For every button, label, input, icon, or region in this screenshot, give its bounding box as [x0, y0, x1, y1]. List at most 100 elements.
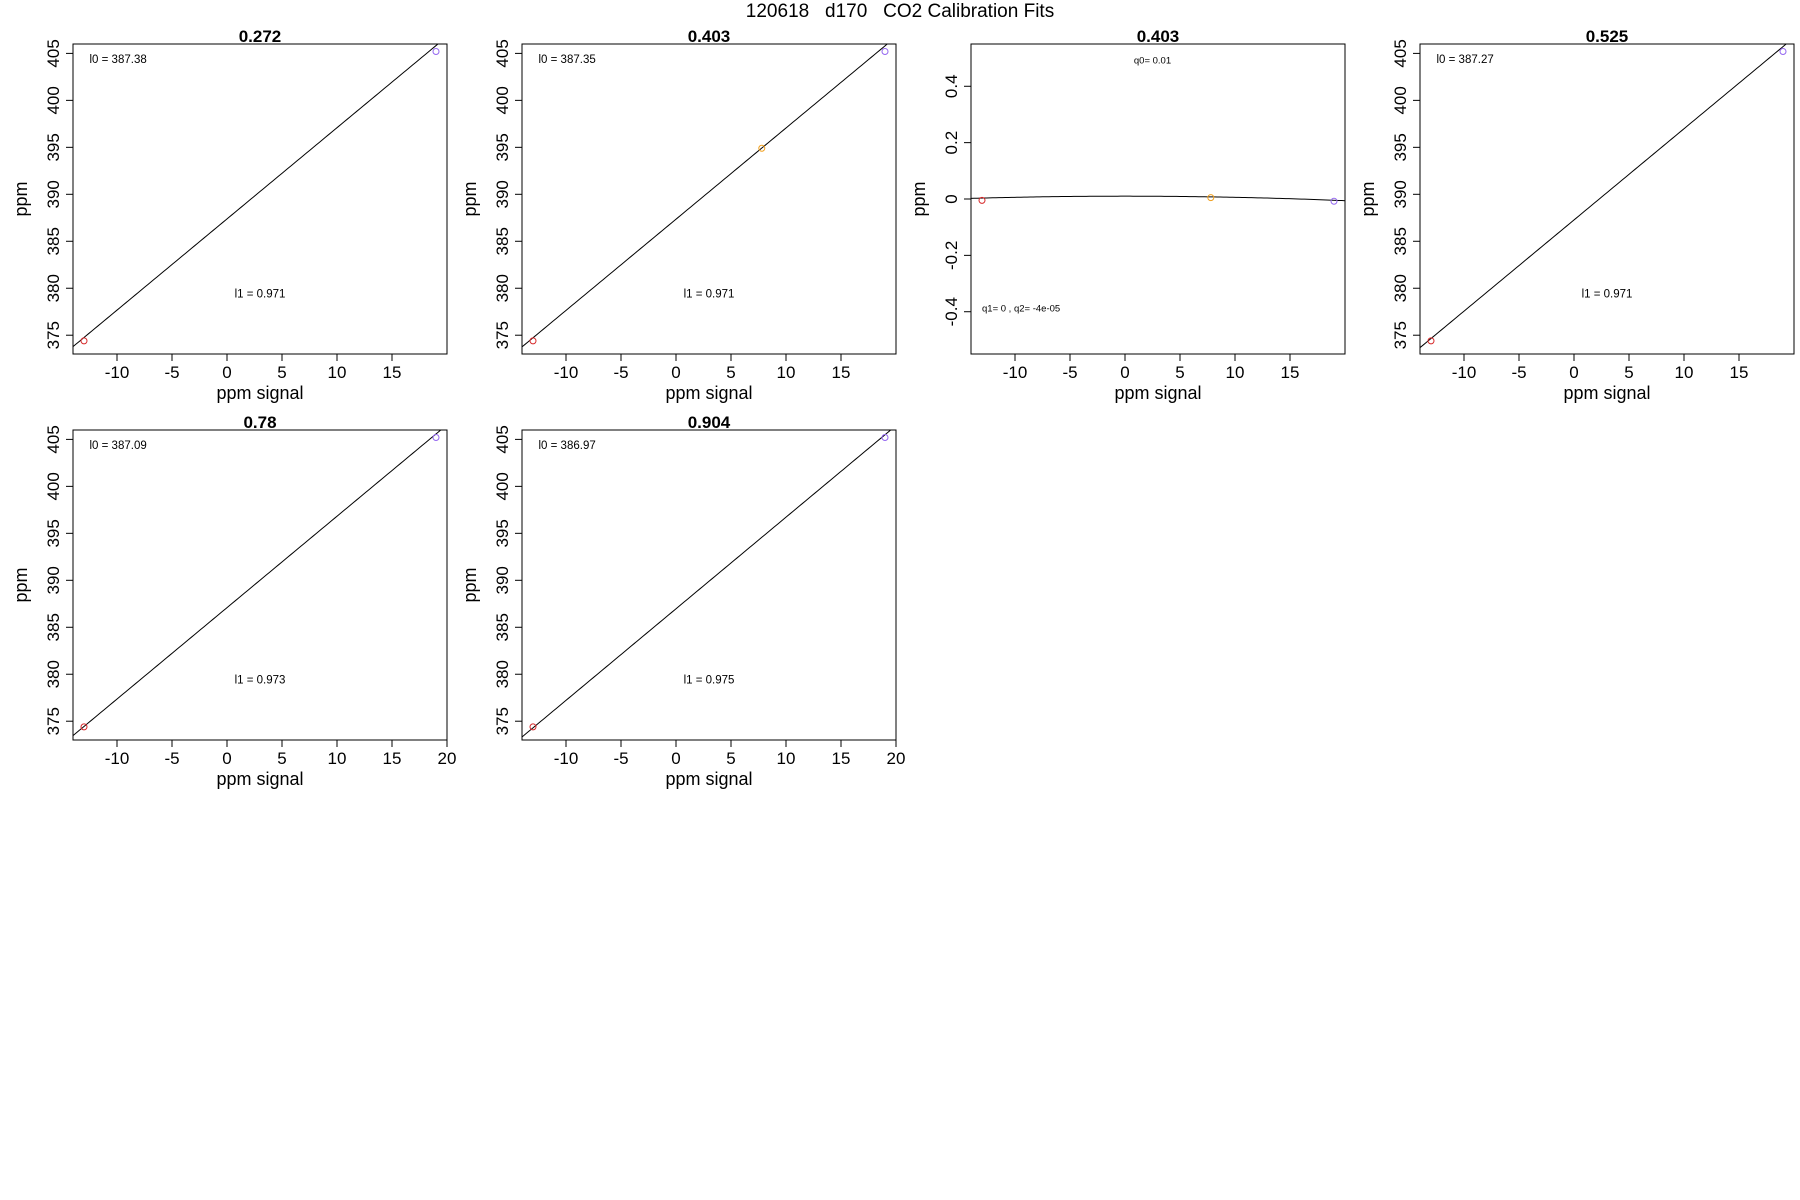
data-point — [1779, 48, 1787, 56]
y-tick-label: 405 — [493, 39, 512, 67]
x-axis-label: ppm signal — [1563, 383, 1650, 403]
x-tick-label: 0 — [671, 749, 680, 768]
panel-3: 0.403 -10 -5 0 5 10 15 ppm signal -0.4 -0.2 0 0.2 0.… — [909, 27, 1346, 403]
y-tick-label: 385 — [493, 227, 512, 255]
fit-annotation: l0 = 387.35 — [539, 54, 596, 66]
x-axis-label: ppm signal — [665, 769, 752, 789]
fit-annotation: l1 = 0.971 — [684, 289, 735, 301]
y-tick-label: 395 — [44, 133, 63, 161]
y-tick-label: 390 — [493, 180, 512, 208]
panel-title: 0.525 — [1586, 27, 1629, 46]
y-tick-label: 400 — [44, 86, 63, 114]
y-tick-label: 385 — [1391, 227, 1410, 255]
y-tick-label: 0 — [942, 194, 961, 203]
x-tick-label: -10 — [1003, 363, 1028, 382]
y-tick-label: 390 — [44, 566, 63, 594]
x-tick-label: -10 — [1452, 363, 1477, 382]
x-tick-label: 0 — [671, 363, 680, 382]
x-tick-label: -5 — [613, 749, 628, 768]
x-tick-label: 10 — [1675, 363, 1694, 382]
y-tick-label: 395 — [493, 519, 512, 547]
y-tick-label: 0.4 — [942, 74, 961, 98]
y-tick-label: 375 — [493, 707, 512, 735]
y-tick-label: 395 — [1391, 133, 1410, 161]
x-tick-label: 15 — [832, 363, 851, 382]
fit-line — [73, 430, 442, 736]
data-point — [529, 337, 537, 345]
x-axis-label: ppm signal — [665, 383, 752, 403]
x-tick-label: 5 — [277, 749, 286, 768]
y-tick-label: 380 — [44, 660, 63, 688]
x-tick-label: 5 — [1175, 363, 1184, 382]
y-tick-label: 375 — [44, 707, 63, 735]
x-tick-label: 15 — [1730, 363, 1749, 382]
fit-annotation: q0= 0.01 — [1134, 56, 1171, 67]
data-point — [1330, 197, 1338, 205]
plot-frame — [72, 43, 448, 355]
data-point — [881, 48, 889, 56]
fit-annotation: l1 = 0.971 — [1582, 289, 1633, 301]
y-tick-label: 375 — [493, 321, 512, 349]
y-tick-label: 390 — [1391, 180, 1410, 208]
fit-annotation: l1 = 0.975 — [684, 675, 735, 687]
x-tick-label: -10 — [554, 749, 579, 768]
panel-6: 0.904 -10 -5 0 5 10 15 20 ppm signal 375 380 385 390… — [460, 413, 905, 789]
panel-title: 0.904 — [688, 413, 731, 432]
x-tick-label: 5 — [277, 363, 286, 382]
y-axis-label: ppm — [11, 181, 31, 216]
x-tick-label: 15 — [832, 749, 851, 768]
y-axis-label: ppm — [11, 567, 31, 602]
y-tick-label: 400 — [44, 472, 63, 500]
x-tick-label: 10 — [1226, 363, 1245, 382]
fit-annotation: l0 = 387.27 — [1437, 54, 1494, 66]
x-tick-label: -5 — [164, 363, 179, 382]
y-tick-label: -0.4 — [942, 297, 961, 326]
y-axis-label: ppm — [1358, 181, 1378, 216]
fit-line — [1420, 44, 1787, 349]
panel-2: 0.403 -10 -5 0 5 10 15 ppm signal 375 380 385 390 39… — [460, 27, 897, 403]
x-tick-label: -5 — [1062, 363, 1077, 382]
y-tick-label: 380 — [493, 274, 512, 302]
x-tick-label: 20 — [438, 749, 457, 768]
y-tick-label: 380 — [493, 660, 512, 688]
panel-title: 0.403 — [688, 27, 731, 46]
y-tick-label: 400 — [1391, 86, 1410, 114]
x-tick-label: -10 — [105, 363, 130, 382]
plot-frame — [72, 429, 448, 741]
x-tick-label: -5 — [613, 363, 628, 382]
y-tick-label: 380 — [1391, 274, 1410, 302]
y-tick-label: 400 — [493, 472, 512, 500]
fit-line — [73, 44, 439, 348]
x-tick-label: 15 — [383, 749, 402, 768]
plot-frame — [521, 429, 897, 741]
y-tick-label: 405 — [1391, 39, 1410, 67]
data-point — [432, 48, 440, 56]
y-tick-label: 390 — [493, 566, 512, 594]
panel-5: 0.78 -10 -5 0 5 10 15 20 ppm signal 375 380 385 390 3… — [11, 413, 456, 789]
x-tick-label: 10 — [777, 363, 796, 382]
fit-annotation: l1 = 0.973 — [235, 675, 286, 687]
y-tick-label: 390 — [44, 180, 63, 208]
panel-4: 0.525 -10 -5 0 5 10 15 ppm signal 375 380 385 390 39… — [1358, 27, 1795, 403]
y-tick-label: 385 — [44, 227, 63, 255]
panel-title: 0.78 — [243, 413, 276, 432]
y-axis-label: ppm — [460, 181, 480, 216]
x-tick-label: -5 — [1511, 363, 1526, 382]
data-point — [80, 723, 88, 731]
x-tick-label: 0 — [1120, 363, 1129, 382]
x-tick-label: 10 — [328, 749, 347, 768]
data-point — [758, 144, 766, 152]
data-point — [80, 337, 88, 345]
x-axis-label: ppm signal — [216, 383, 303, 403]
fit-annotation: q1= 0 , q2= -4e-05 — [982, 304, 1060, 315]
plot-frame — [1419, 43, 1795, 355]
x-axis-label: ppm signal — [216, 769, 303, 789]
data-point — [978, 196, 986, 204]
fit-line — [522, 44, 889, 348]
data-point — [529, 723, 537, 731]
y-tick-label: 385 — [493, 613, 512, 641]
plot-frame — [521, 43, 897, 355]
x-tick-label: 20 — [887, 749, 906, 768]
y-tick-label: 400 — [493, 86, 512, 114]
